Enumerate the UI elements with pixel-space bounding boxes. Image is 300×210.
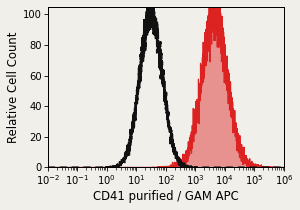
X-axis label: CD41 purified / GAM APC: CD41 purified / GAM APC — [93, 190, 239, 203]
Y-axis label: Relative Cell Count: Relative Cell Count — [7, 31, 20, 143]
